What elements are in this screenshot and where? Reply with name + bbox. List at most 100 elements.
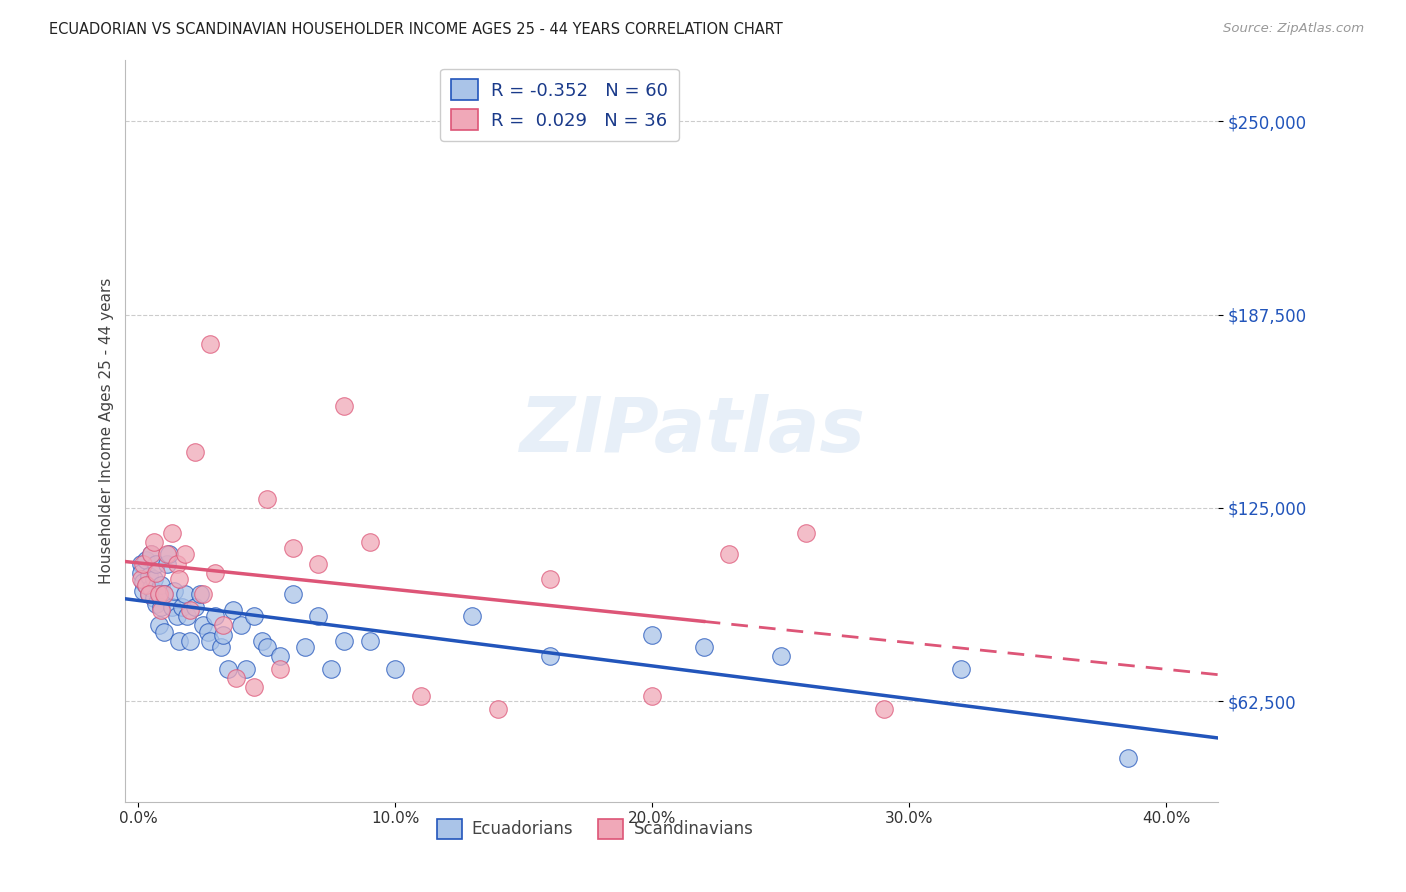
- Point: [160, 525, 183, 540]
- Text: ZIPatlas: ZIPatlas: [520, 393, 866, 467]
- Point: [250, 633, 273, 648]
- Point: [129, 572, 152, 586]
- Point: [307, 609, 329, 624]
- Point: [872, 702, 894, 716]
- Point: [150, 599, 173, 614]
- Point: [384, 662, 406, 676]
- Legend: Ecuadorians, Scandinavians: Ecuadorians, Scandinavians: [430, 813, 761, 846]
- Point: [209, 640, 232, 654]
- Point: [169, 572, 191, 586]
- Point: [135, 553, 157, 567]
- Point: [166, 609, 188, 624]
- Point: [142, 534, 165, 549]
- Point: [138, 569, 160, 583]
- Point: [153, 624, 176, 639]
- Point: [281, 587, 304, 601]
- Point: [184, 599, 207, 614]
- Point: [235, 662, 257, 676]
- Point: [949, 662, 972, 676]
- Point: [307, 557, 329, 571]
- Point: [212, 618, 235, 632]
- Point: [138, 587, 160, 601]
- Point: [184, 445, 207, 459]
- Point: [718, 547, 741, 561]
- Point: [243, 680, 266, 694]
- Point: [132, 575, 155, 590]
- Point: [229, 618, 252, 632]
- Point: [281, 541, 304, 555]
- Point: [256, 491, 278, 506]
- Point: [148, 618, 170, 632]
- Point: [359, 534, 381, 549]
- Point: [129, 566, 152, 580]
- Text: Source: ZipAtlas.com: Source: ZipAtlas.com: [1223, 22, 1364, 36]
- Point: [269, 662, 291, 676]
- Point: [173, 547, 195, 561]
- Point: [538, 649, 561, 664]
- Point: [155, 557, 177, 571]
- Point: [1116, 751, 1139, 765]
- Point: [145, 597, 167, 611]
- Point: [179, 633, 201, 648]
- Point: [155, 547, 177, 561]
- Point: [200, 337, 222, 351]
- Point: [141, 547, 163, 561]
- Point: [148, 587, 170, 601]
- Point: [200, 633, 222, 648]
- Point: [166, 557, 188, 571]
- Point: [148, 587, 170, 601]
- Point: [188, 587, 211, 601]
- Point: [179, 603, 201, 617]
- Point: [138, 587, 160, 601]
- Point: [191, 618, 214, 632]
- Point: [641, 627, 664, 641]
- Point: [176, 609, 198, 624]
- Point: [169, 633, 191, 648]
- Point: [132, 557, 155, 571]
- Point: [150, 603, 173, 617]
- Text: ECUADORIAN VS SCANDINAVIAN HOUSEHOLDER INCOME AGES 25 - 44 YEARS CORRELATION CHA: ECUADORIAN VS SCANDINAVIAN HOUSEHOLDER I…: [49, 22, 783, 37]
- Point: [197, 624, 219, 639]
- Point: [153, 587, 176, 601]
- Point: [222, 603, 245, 617]
- Point: [204, 609, 226, 624]
- Point: [160, 599, 183, 614]
- Point: [142, 572, 165, 586]
- Point: [145, 557, 167, 571]
- Point: [157, 547, 180, 561]
- Point: [225, 671, 247, 685]
- Point: [538, 572, 561, 586]
- Point: [359, 633, 381, 648]
- Point: [173, 587, 195, 601]
- Point: [150, 578, 173, 592]
- Point: [132, 584, 155, 599]
- Point: [692, 640, 714, 654]
- Point: [129, 557, 152, 571]
- Point: [256, 640, 278, 654]
- Point: [269, 649, 291, 664]
- Point: [409, 690, 432, 704]
- Point: [142, 591, 165, 605]
- Point: [319, 662, 342, 676]
- Point: [163, 584, 186, 599]
- Point: [641, 690, 664, 704]
- Point: [153, 587, 176, 601]
- Point: [461, 609, 484, 624]
- Point: [170, 599, 193, 614]
- Point: [333, 399, 356, 413]
- Point: [486, 702, 509, 716]
- Point: [294, 640, 316, 654]
- Y-axis label: Householder Income Ages 25 - 44 years: Householder Income Ages 25 - 44 years: [100, 277, 114, 583]
- Point: [796, 525, 818, 540]
- Point: [243, 609, 266, 624]
- Point: [191, 587, 214, 601]
- Point: [141, 581, 163, 595]
- Point: [135, 578, 157, 592]
- Point: [217, 662, 239, 676]
- Point: [333, 633, 356, 648]
- Point: [135, 578, 157, 592]
- Point: [204, 566, 226, 580]
- Point: [769, 649, 792, 664]
- Point: [145, 566, 167, 580]
- Point: [141, 547, 163, 561]
